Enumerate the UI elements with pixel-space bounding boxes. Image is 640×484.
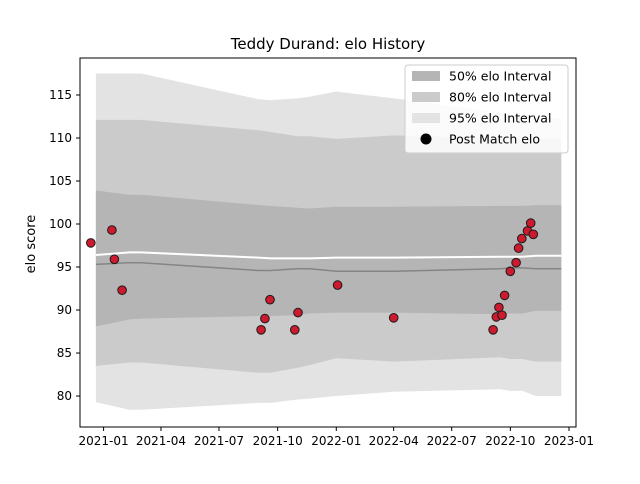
x-tick-label: 2021-10 (253, 434, 303, 448)
post-match-elo-point (117, 285, 127, 296)
legend-swatch-band (412, 113, 440, 123)
post-match-elo-point (525, 218, 536, 228)
post-match-elo-point (293, 307, 303, 318)
post-match-elo-point (332, 280, 343, 290)
post-match-elo-point (107, 225, 117, 235)
y-tick-label: 85 (57, 346, 72, 360)
y-axis: 80 85 90 95 100 105 110 115 (49, 88, 80, 403)
post-match-elo-point (256, 325, 266, 335)
post-match-elo-point (511, 257, 521, 268)
x-tick-label: 2022-07 (427, 434, 477, 448)
legend-swatch-band (412, 92, 440, 102)
y-tick-label: 95 (57, 260, 72, 274)
post-match-elo-point (388, 313, 399, 323)
post-match-elo-point (497, 310, 507, 321)
mean-elo-line (95, 251, 562, 260)
legend-swatch-band (412, 71, 440, 81)
x-tick-label: 2022-04 (369, 434, 419, 448)
legend-label: 80% elo Interval (449, 90, 551, 105)
x-tick-label: 2021-04 (136, 434, 186, 448)
post-match-elo-point (528, 229, 539, 240)
legend-label: Post Match elo (449, 132, 540, 147)
plot-area (86, 73, 562, 410)
y-tick-label: 90 (57, 303, 72, 317)
post-match-elo-point (265, 294, 275, 305)
x-tick-label: 2022-10 (485, 434, 535, 448)
y-tick-label: 100 (49, 217, 72, 231)
axes-frame (79, 57, 577, 428)
post-match-elo-point (260, 313, 270, 324)
post-match-elo-point (290, 325, 300, 335)
chart-title: Teddy Durand: elo History (230, 35, 426, 53)
x-axis: 2021-01 2021-04 2021-07 2021-10 2022-01 2022-… (79, 427, 594, 448)
y-tick-label: 110 (49, 131, 72, 145)
legend-label: 50% elo Interval (449, 69, 551, 84)
post-match-elo-point (488, 325, 498, 335)
legend: 50% elo Interval 80% elo Interval 95% elo … (404, 64, 569, 154)
y-tick-label: 80 (57, 389, 72, 403)
x-tick-label: 2021-01 (79, 434, 129, 448)
post-match-elo-point (513, 243, 524, 253)
post-match-elo-point (505, 266, 516, 277)
post-match-elo-point (499, 290, 510, 301)
legend-box (404, 64, 569, 154)
x-tick-label: 2023-01 (544, 434, 594, 448)
legend-label: 95% elo Interval (449, 111, 551, 126)
lower-elo-line (95, 261, 562, 273)
x-tick-label: 2021-07 (194, 434, 244, 448)
post-match-elo-point (109, 254, 120, 265)
post-match-elo-point (86, 238, 96, 248)
y-tick-label: 105 (49, 174, 72, 188)
legend-marker-point (420, 133, 432, 145)
x-tick-label: 2022-01 (311, 434, 361, 448)
y-tick-label: 115 (49, 88, 72, 102)
post-match-elo-point (517, 233, 527, 244)
y-axis-label: elo score (24, 215, 39, 274)
